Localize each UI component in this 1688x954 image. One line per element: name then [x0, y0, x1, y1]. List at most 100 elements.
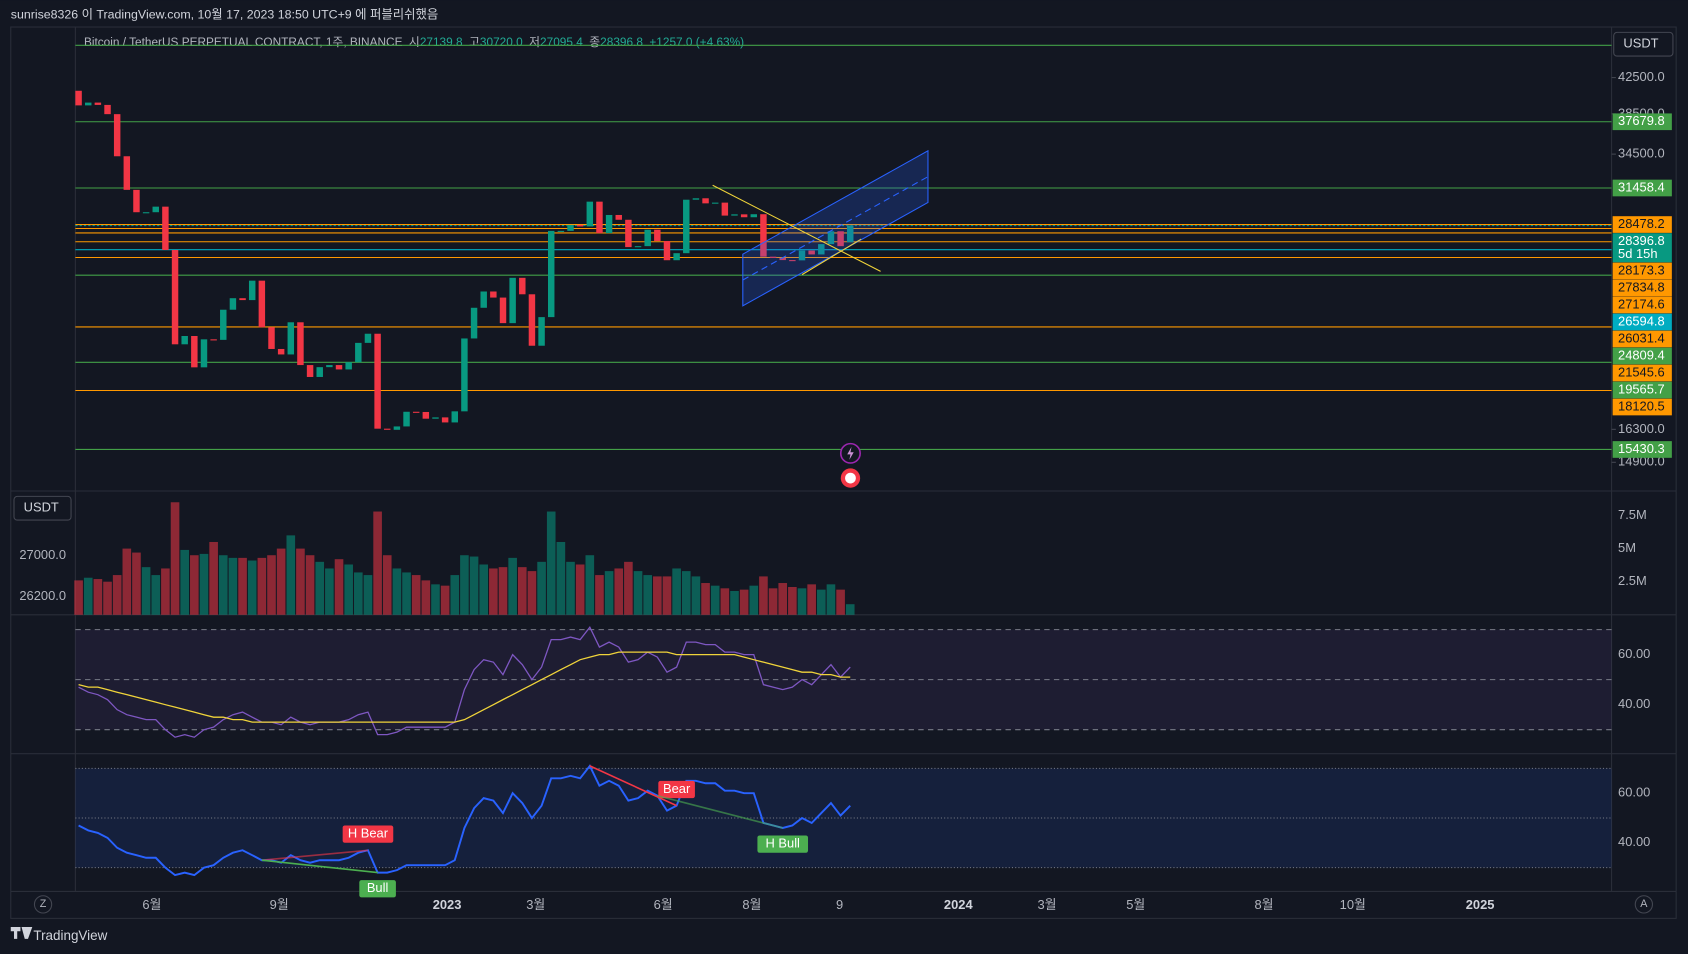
volume-tick-label: 7.5M	[1618, 507, 1647, 522]
candle-body	[490, 291, 497, 298]
plot: 42500.038500.034500.016300.014900.037679…	[74, 69, 1672, 912]
volume-bar	[161, 568, 170, 615]
price-label-box	[1612, 330, 1672, 348]
rsi-tick-label: 40.00	[1618, 696, 1650, 711]
price-label: 26594.8	[1618, 313, 1665, 328]
divergence-line	[657, 794, 783, 829]
x-tick-label: 9	[836, 897, 843, 912]
candle-body	[808, 250, 815, 255]
candle-body	[248, 280, 256, 301]
candle-body	[364, 333, 372, 343]
volume-bar	[190, 555, 199, 615]
candle-body	[277, 348, 285, 355]
volume-tick-label: 5M	[1618, 540, 1636, 555]
y-tick-label: 16300.0	[1618, 421, 1665, 436]
trend-line	[801, 238, 862, 276]
z-button[interactable]	[33, 895, 53, 914]
volume-bar	[238, 557, 247, 615]
candle-body	[113, 114, 121, 157]
volume-bar	[845, 604, 855, 615]
volume-bar	[575, 564, 585, 615]
price-label: 24809.4	[1618, 347, 1665, 362]
volume-bar	[354, 572, 363, 615]
price-label-box	[1612, 313, 1672, 331]
volume-bar	[74, 580, 83, 615]
volume-bar	[508, 557, 517, 615]
divergence-box	[359, 880, 396, 898]
currency-button[interactable]	[1613, 31, 1674, 57]
rsi-ma-line	[78, 651, 851, 723]
candle-body	[104, 104, 111, 115]
volume-bar	[701, 583, 710, 615]
divergence-label: H Bull	[766, 835, 800, 850]
x-tick-label: 2024	[944, 897, 974, 912]
candle-body	[528, 294, 536, 346]
candle-body	[432, 417, 439, 419]
candle-body	[326, 365, 333, 368]
volume-bar	[132, 552, 141, 615]
drawings	[712, 149, 929, 488]
candle-body	[306, 365, 314, 377]
price-label: 27834.8	[1618, 279, 1665, 294]
rsi-div-line	[78, 764, 851, 877]
x-tick-label: 3월	[526, 897, 545, 912]
publish-info: sunrise8326 이 TradingView.com, 10월 17, 2…	[11, 6, 439, 21]
a-button[interactable]	[1634, 895, 1654, 914]
price-label-box	[1612, 364, 1672, 382]
candle-body	[499, 297, 507, 324]
candle-body	[181, 336, 188, 345]
left-label: 27000.0	[19, 547, 66, 562]
change: +1257.0 (+4.63%)	[649, 35, 744, 49]
x-tick-label: 6월	[142, 897, 161, 912]
price-label: 15430.3	[1618, 441, 1665, 456]
candle-body	[731, 214, 738, 216]
volume-bar	[633, 571, 643, 615]
candle-body	[673, 253, 680, 261]
a-label: A	[1640, 898, 1648, 910]
price-label: 19565.7	[1618, 381, 1665, 396]
volume-bar	[672, 568, 681, 615]
candle-body	[287, 322, 295, 355]
candle-body	[547, 230, 555, 318]
left-currency-button[interactable]	[13, 495, 72, 521]
volume-bar	[257, 557, 267, 615]
volume-bar	[460, 555, 469, 615]
candle-body	[335, 365, 343, 370]
volume-bar	[83, 577, 93, 615]
volume-bar	[624, 561, 633, 615]
volume-bar	[93, 579, 103, 615]
price-label: 37679.8	[1618, 113, 1665, 128]
volume-bar	[778, 583, 788, 615]
volume-bar	[325, 568, 334, 615]
volume-bar	[382, 555, 392, 615]
brand: TradingView	[33, 928, 107, 943]
volume-bar	[440, 585, 450, 615]
candle-body	[200, 339, 208, 368]
volume-bar	[566, 561, 575, 615]
volume-bar	[209, 541, 218, 615]
volume-bar	[112, 575, 122, 615]
volume-bar	[807, 584, 816, 615]
candle-body	[596, 201, 603, 234]
candle-body	[557, 230, 565, 232]
candle-body	[538, 317, 545, 346]
volume-bar	[546, 511, 556, 615]
candle-body	[451, 411, 458, 423]
price-label-box	[1612, 113, 1672, 131]
volume-bar	[662, 576, 672, 615]
volume-bar	[421, 580, 431, 615]
volume-bar	[373, 511, 382, 615]
volume-tick-label: 2.5M	[1618, 573, 1647, 588]
volume-bar	[595, 575, 604, 615]
candle-body	[769, 256, 777, 258]
x-tick-label: 6월	[654, 897, 673, 912]
brand-logo	[10, 926, 33, 939]
label: 종	[589, 35, 600, 49]
volume-bar	[180, 549, 189, 615]
price-label: 21545.6	[1618, 364, 1665, 379]
candle-body	[470, 307, 478, 339]
price-label: 26031.4	[1618, 330, 1665, 345]
candle-body	[760, 214, 767, 257]
candle-body	[779, 257, 786, 261]
candle-body	[663, 240, 671, 261]
